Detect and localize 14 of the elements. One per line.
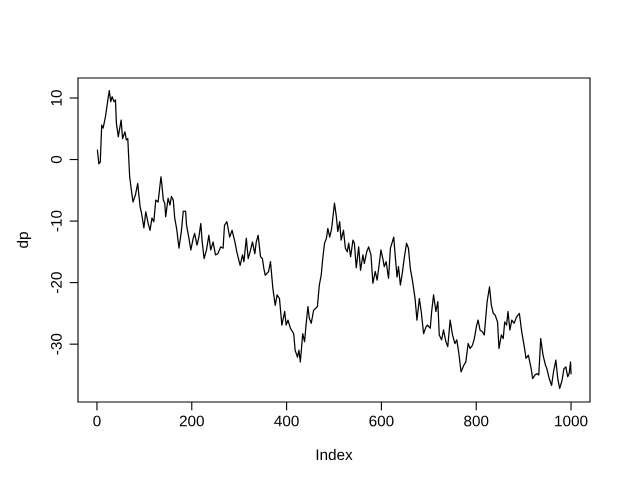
x-tick-label: 400 <box>274 416 299 426</box>
y-tick-label: -30 <box>50 334 62 355</box>
x-tick-label: 800 <box>464 416 488 426</box>
x-tick-label: 200 <box>180 416 204 426</box>
x-tick-label: 600 <box>369 416 394 426</box>
y-tick-label: 0 <box>50 156 62 164</box>
x-tick-label: 0 <box>93 416 101 426</box>
line-series <box>96 90 572 390</box>
y-axis-title: dp <box>16 232 32 248</box>
y-tick-label: -10 <box>50 210 62 232</box>
y-tick-label: -20 <box>50 272 62 293</box>
x-tick-label: 1000 <box>555 416 588 426</box>
y-tick-label: 10 <box>50 90 62 106</box>
x-axis-title: Index <box>316 448 353 460</box>
